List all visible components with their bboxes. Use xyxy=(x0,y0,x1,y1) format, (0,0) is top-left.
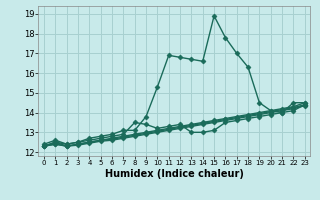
X-axis label: Humidex (Indice chaleur): Humidex (Indice chaleur) xyxy=(105,169,244,179)
